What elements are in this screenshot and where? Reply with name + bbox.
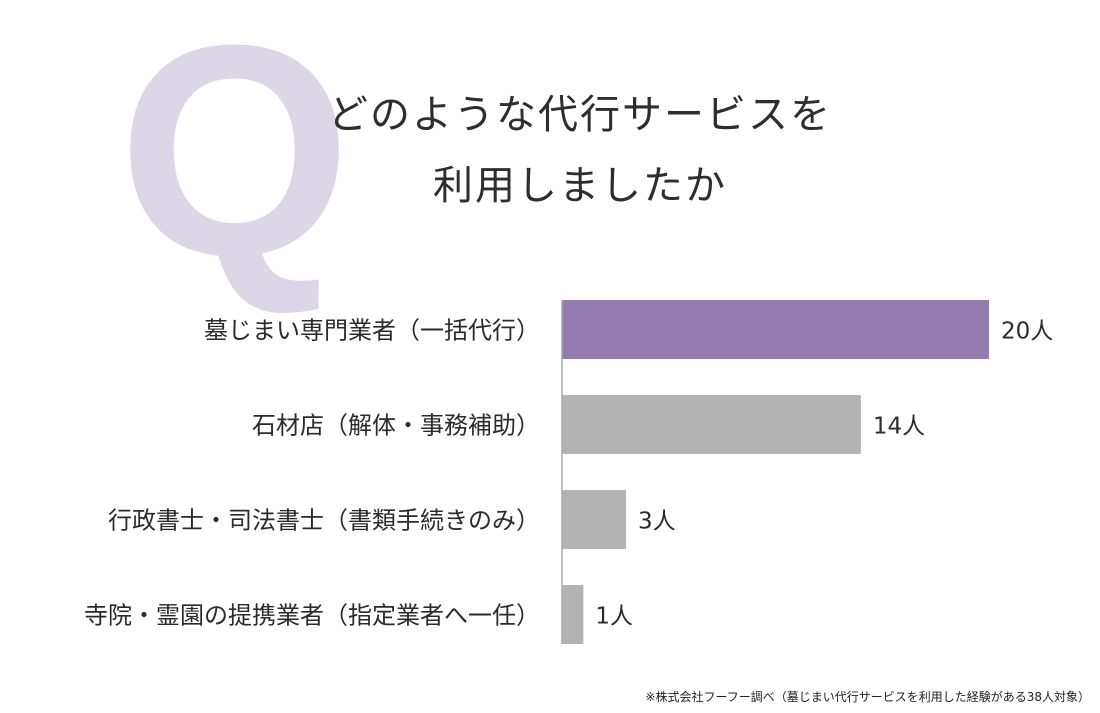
category-label: 墓じまい専門業者（一括代行） — [204, 317, 540, 345]
category-label: 石材店（解体・事務補助） — [252, 412, 540, 440]
category-label: 寺院・霊園の提携業者（指定業者へ一任） — [84, 602, 540, 630]
q-letter-logo: Q — [118, 0, 352, 318]
title-line-2: 利用しましたか — [433, 163, 727, 209]
value-label: 14人 — [873, 414, 925, 440]
bar — [562, 395, 861, 454]
bar — [562, 490, 627, 549]
category-label: 行政書士・司法書士（書類手続きのみ） — [108, 507, 540, 535]
bar — [562, 585, 584, 644]
value-label: 1人 — [595, 604, 633, 630]
bar — [562, 300, 989, 359]
title-line-1: どのような代行サービスを — [328, 92, 832, 138]
value-label: 20人 — [1001, 319, 1053, 345]
value-label: 3人 — [638, 509, 676, 535]
footnote: ※株式会社フーフー調べ（墓じまい代行サービスを利用した経験がある38人対象） — [645, 690, 1090, 704]
